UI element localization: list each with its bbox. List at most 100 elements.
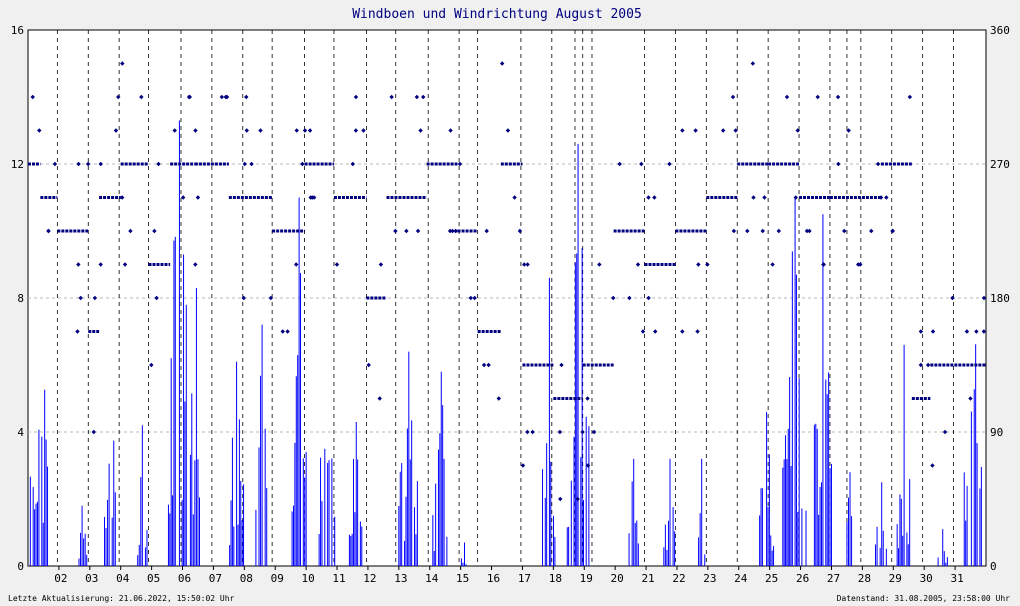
direction-point: [300, 161, 305, 167]
direction-point: [450, 228, 455, 234]
direction-point: [499, 61, 505, 66]
grid-lines: [28, 163, 986, 433]
x-axis: 02 03 04 05 06 07 08 09 10 11 12 13 14 15 16 17 18 19 20 21…: [54, 566, 964, 585]
y-left-tick-label: 8: [17, 292, 24, 305]
x-tick-label: 22: [672, 572, 685, 585]
direction-point: [591, 429, 597, 435]
direction-point: [350, 161, 355, 167]
direction-point: [964, 329, 970, 334]
direction-point: [30, 94, 35, 100]
direction-point: [525, 262, 530, 267]
direction-point: [942, 429, 948, 435]
direction-point: [128, 228, 133, 234]
direction-point: [807, 228, 812, 234]
direction-point: [646, 195, 651, 200]
direction-point: [731, 228, 737, 234]
direction-point: [37, 128, 42, 133]
direction-point: [522, 262, 527, 267]
direction-point: [907, 94, 913, 100]
x-tick-label: 15: [456, 572, 469, 585]
direction-point: [835, 94, 841, 100]
direction-point: [453, 228, 458, 234]
direction-point: [695, 329, 700, 334]
direction-point: [310, 195, 315, 200]
direction-point: [640, 329, 646, 334]
direction-point: [258, 128, 263, 133]
direction-point: [193, 128, 198, 133]
direction-point: [652, 195, 657, 200]
direction-point: [377, 396, 382, 401]
x-tick-label: 14: [425, 572, 439, 585]
direction-point: [172, 128, 177, 133]
direction-point: [353, 128, 359, 133]
y-left-tick-label: 16: [11, 24, 24, 37]
direction-point: [635, 262, 641, 267]
direction-point: [307, 128, 313, 133]
direction-point: [149, 362, 154, 368]
direction-point: [836, 161, 841, 167]
direction-point: [92, 295, 98, 301]
direction-point: [981, 295, 987, 301]
direction-point: [918, 362, 924, 368]
direction-point: [46, 228, 51, 234]
x-tick-label: 10: [302, 572, 315, 585]
x-tick-label: 12: [363, 572, 376, 585]
direction-point: [981, 329, 987, 334]
direction-point: [557, 429, 563, 435]
x-tick-label: 25: [765, 572, 778, 585]
y-right-tick-label: 360: [990, 24, 1010, 37]
x-tick-label: 28: [858, 572, 871, 585]
direction-point: [78, 295, 83, 301]
direction-point: [720, 128, 726, 133]
direction-point: [294, 128, 299, 133]
direction-point: [815, 94, 820, 100]
direction-point: [486, 362, 491, 368]
direction-point: [334, 262, 340, 267]
direction-point: [378, 262, 384, 267]
x-tick-label: 24: [734, 572, 748, 585]
direction-point: [353, 94, 359, 100]
x-tick-label: 03: [85, 572, 98, 585]
direction-point: [530, 429, 535, 435]
direction-point: [950, 295, 955, 301]
direction-point: [784, 94, 790, 100]
direction-point: [890, 228, 896, 234]
direction-point: [244, 128, 249, 133]
x-tick-label: 06: [178, 572, 191, 585]
direction-point: [244, 94, 249, 100]
direction-point: [730, 94, 736, 100]
direction-point: [705, 262, 710, 267]
direction-point: [855, 262, 861, 267]
direction-point: [745, 228, 750, 234]
direction-point: [930, 329, 936, 334]
x-tick-label: 11: [332, 572, 345, 585]
direction-point: [76, 161, 81, 167]
y-right-tick-label: 0: [990, 560, 997, 573]
direction-point: [517, 228, 523, 234]
direction-point: [302, 128, 308, 133]
direction-point: [558, 496, 563, 502]
x-tick-label: 26: [796, 572, 809, 585]
direction-point: [116, 94, 121, 100]
x-tick-label: 29: [889, 572, 902, 585]
direction-point: [520, 463, 526, 468]
direction-point: [75, 329, 80, 334]
direction-point: [821, 262, 826, 267]
direction-point: [846, 128, 851, 133]
direction-point: [733, 128, 738, 133]
x-tick-label: 20: [611, 572, 624, 585]
direction-point: [974, 329, 979, 334]
direction-point: [653, 329, 658, 334]
direction-point: [98, 161, 103, 167]
x-tick-label: 27: [827, 572, 840, 585]
direction-point: [393, 228, 398, 234]
direction-point: [361, 128, 366, 133]
direction-point: [639, 161, 644, 167]
direction-point: [268, 295, 274, 301]
direction-point: [884, 195, 889, 200]
footer-updated: Letzte Aktualisierung: 21.06.2022, 15:50…: [8, 594, 235, 603]
direction-point: [242, 161, 247, 167]
direction-point: [646, 295, 651, 301]
y-right-tick-label: 180: [990, 292, 1010, 305]
